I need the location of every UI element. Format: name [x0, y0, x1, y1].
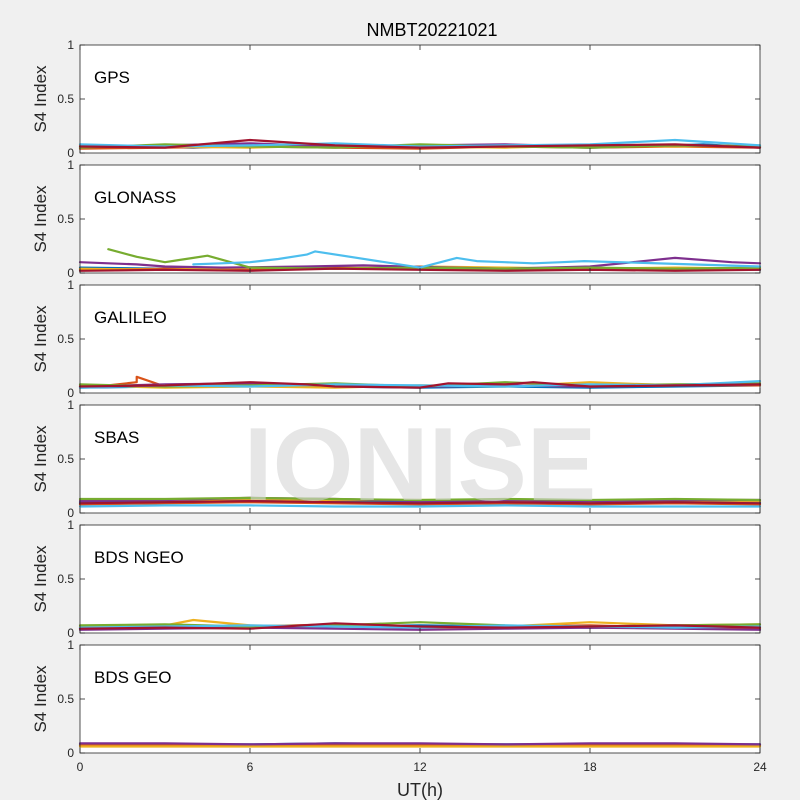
y-tick-label: 0 — [67, 266, 74, 280]
series-group — [78, 742, 762, 748]
y-tick-label: 1 — [67, 38, 74, 52]
y-tick-label: 0.5 — [57, 572, 74, 586]
series-group — [78, 138, 762, 150]
series-line-bds-geo-4 — [78, 742, 762, 746]
watermark-text: IONISE — [244, 407, 597, 523]
y-axis-label: S4 Index — [31, 65, 50, 133]
series-line-bds-ngeo-7 — [78, 622, 762, 630]
plot-area — [80, 165, 760, 273]
y-axis-label: S4 Index — [31, 305, 50, 373]
panel-glonass: 0 0.5 1 S4 Index GLONASS — [31, 158, 762, 280]
series-line-glonass-5 — [107, 248, 762, 270]
panel-bds-ngeo: 0 0.5 1 S4 Index BDS NGEO — [31, 518, 762, 640]
plot-area — [80, 285, 760, 393]
y-tick-label: 0 — [67, 506, 74, 520]
y-tick-label: 0 — [67, 626, 74, 640]
y-tick-label: 1 — [67, 398, 74, 412]
panel-sbas: 0 0.5 1 S4 Index SBAS — [31, 398, 762, 520]
panel-label-sbas: SBAS — [94, 428, 139, 447]
series-line-gps-7 — [78, 138, 762, 149]
series-group — [78, 496, 762, 508]
series-group — [78, 618, 762, 631]
x-tick-label: 0 — [77, 760, 84, 774]
panel-label-bds-ngeo: BDS NGEO — [94, 548, 184, 567]
chart-title: NMBT20221021 — [366, 20, 497, 40]
y-tick-label: 0.5 — [57, 92, 74, 106]
y-tick-label: 0 — [67, 146, 74, 160]
series-line-sbas-5 — [78, 496, 762, 502]
y-tick-label: 0.5 — [57, 212, 74, 226]
plot-area — [80, 45, 760, 153]
series-line-galileo-7 — [78, 381, 762, 389]
y-tick-label: 0.5 — [57, 452, 74, 466]
panel-gps: 0 0.5 1 S4 Index GPS — [31, 38, 762, 160]
panel-galileo: 0 0.5 1 S4 Index GALILEO — [31, 278, 762, 400]
y-tick-label: 0 — [67, 746, 74, 760]
y-tick-label: 1 — [67, 638, 74, 652]
x-tick-label: 18 — [583, 760, 597, 774]
series-group — [78, 375, 762, 389]
y-tick-label: 1 — [67, 278, 74, 292]
x-axis-label: UT(h) — [397, 780, 443, 800]
y-axis-label: S4 Index — [31, 425, 50, 493]
panel-label-galileo: GALILEO — [94, 308, 167, 327]
y-tick-label: 1 — [67, 518, 74, 532]
y-tick-label: 0.5 — [57, 332, 74, 346]
y-axis-label: S4 Index — [31, 185, 50, 253]
series-line-sbas-7 — [78, 500, 762, 505]
x-tick-label: 12 — [413, 760, 427, 774]
panel-label-glonass: GLONASS — [94, 188, 176, 207]
x-tick-label: 6 — [247, 760, 254, 774]
series-line-glonass-6 — [192, 250, 762, 269]
panel-bds-geo: 0 0.5 1 S4 Index BDS GEO 0 6 12 18 24 — [31, 638, 767, 774]
plot-area — [80, 525, 760, 633]
series-line-glonass-4 — [78, 256, 762, 270]
y-tick-label: 1 — [67, 158, 74, 172]
x-tick-label: 24 — [753, 760, 767, 774]
y-axis-label: S4 Index — [31, 545, 50, 613]
panel-label-gps: GPS — [94, 68, 130, 87]
panel-label-bds-geo: BDS GEO — [94, 668, 171, 687]
series-line-sbas-6 — [78, 504, 762, 508]
y-tick-label: 0.5 — [57, 692, 74, 706]
y-axis-label: S4 Index — [31, 665, 50, 733]
plot-area — [80, 405, 760, 513]
y-tick-label: 0 — [67, 386, 74, 400]
plot-area — [80, 645, 760, 753]
